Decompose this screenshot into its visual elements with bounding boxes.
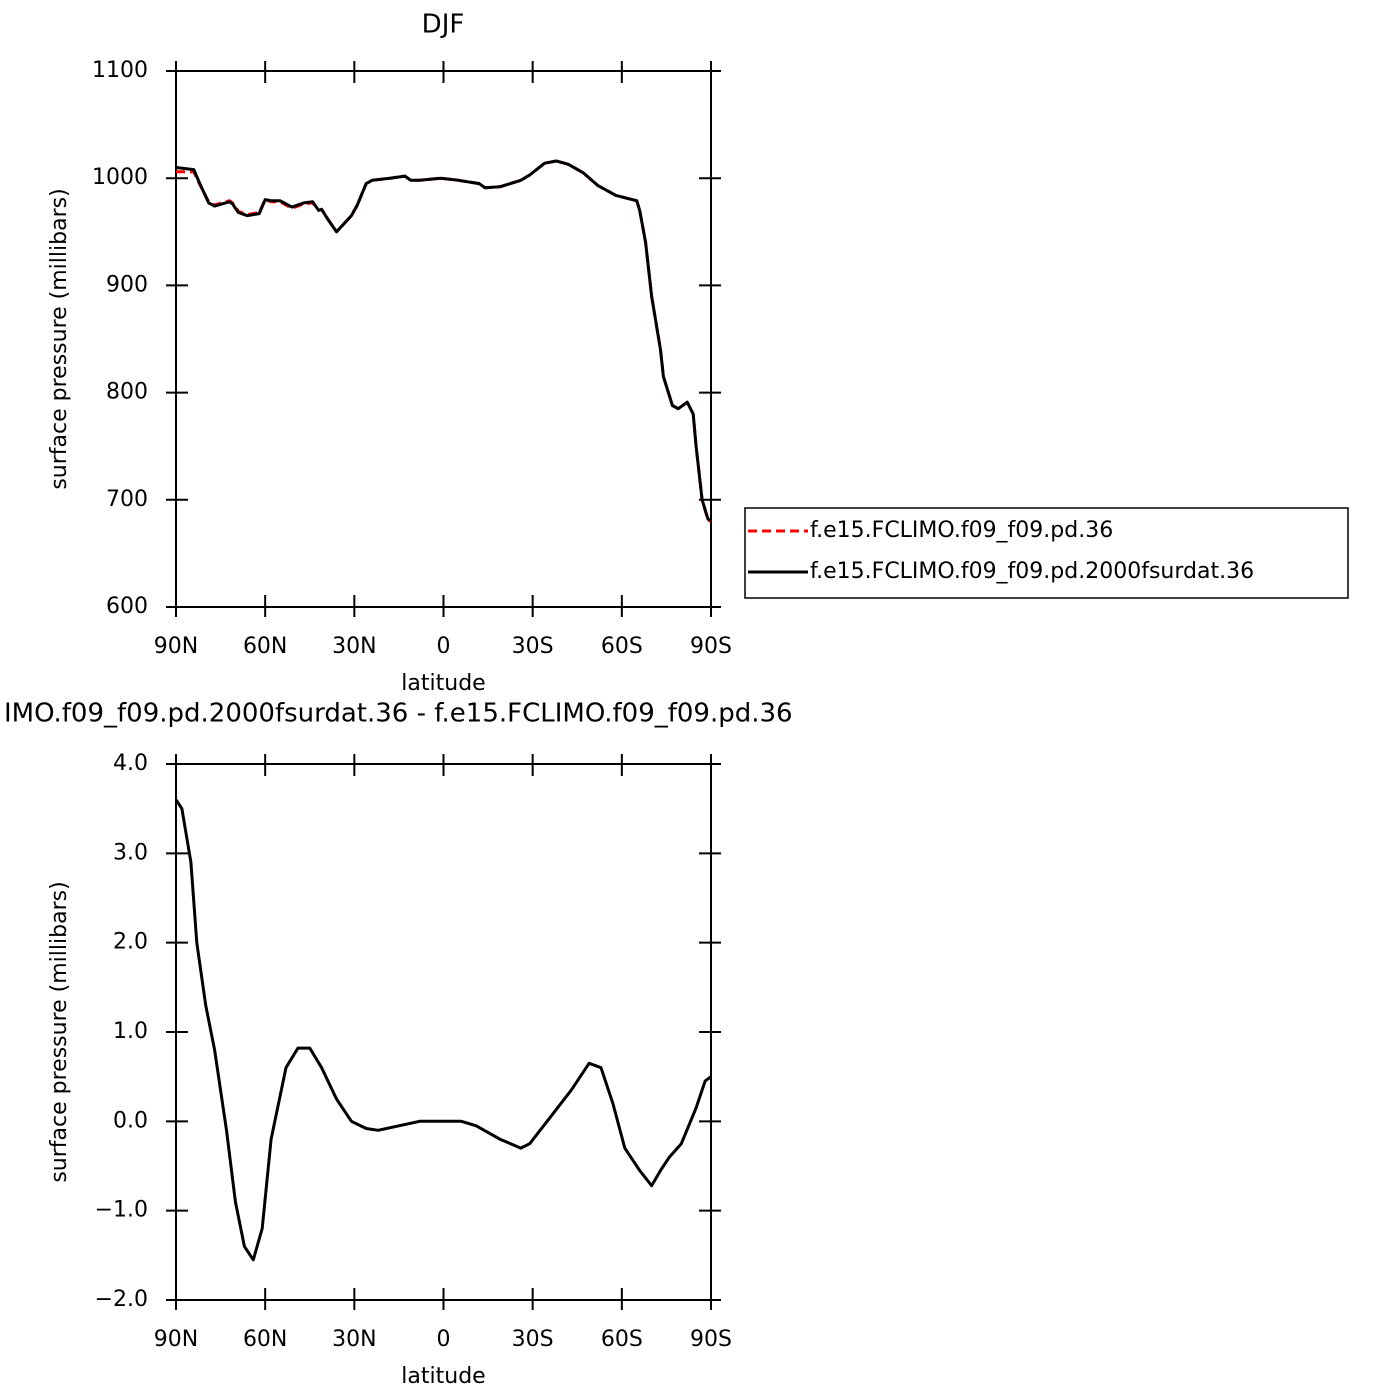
x-axis-label: latitude [401,1364,485,1389]
x-axis-label: latitude [401,671,485,696]
x-tick-label: 0 [437,634,451,659]
y-tick-label: 1000 [92,165,148,190]
y-axis-label: surface pressure (millibars) [47,188,72,489]
x-tick-label: 60S [601,634,643,659]
plot-frame [175,70,712,608]
y-tick-label: 1100 [92,58,148,83]
y-tick-label: 700 [106,487,148,512]
data-line [175,159,712,522]
x-tick-label: 60N [243,1327,287,1352]
y-tick-label: 0.0 [113,1108,148,1133]
x-tick-label: 0 [437,1327,451,1352]
chart-title: IMO.f09_f09.pd.2000fsurdat.36 - f.e15.FC… [4,699,793,729]
chart-title: DJF [422,10,465,40]
legend-label: f.e15.FCLIMO.f09_f09.pd.2000fsurdat.36 [810,559,1254,584]
x-tick-label: 30S [512,634,554,659]
x-tick-label: 90S [690,1327,732,1352]
x-tick-label: 90S [690,634,732,659]
x-tick-label: 60S [601,1327,643,1352]
y-tick-label: 900 [106,272,148,297]
data-line [174,798,712,1262]
legend-box [744,507,1349,599]
y-axis-label: surface pressure (millibars) [47,881,72,1182]
y-tick-label: −1.0 [95,1198,148,1223]
y-tick-label: 1.0 [113,1019,148,1044]
x-tick-label: 30N [332,634,376,659]
y-tick-label: 4.0 [113,751,148,776]
y-tick-label: −2.0 [95,1287,148,1312]
y-tick-label: 800 [106,380,148,405]
y-tick-label: 2.0 [113,930,148,955]
plot-frame [175,763,712,1301]
x-tick-label: 60N [243,634,287,659]
x-tick-label: 30S [512,1327,554,1352]
y-tick-label: 3.0 [113,840,148,865]
legend-label: f.e15.FCLIMO.f09_f09.pd.36 [810,518,1113,543]
y-tick-label: 600 [106,594,148,619]
x-tick-label: 30N [332,1327,376,1352]
x-tick-label: 90N [154,634,198,659]
x-tick-label: 90N [154,1327,198,1352]
